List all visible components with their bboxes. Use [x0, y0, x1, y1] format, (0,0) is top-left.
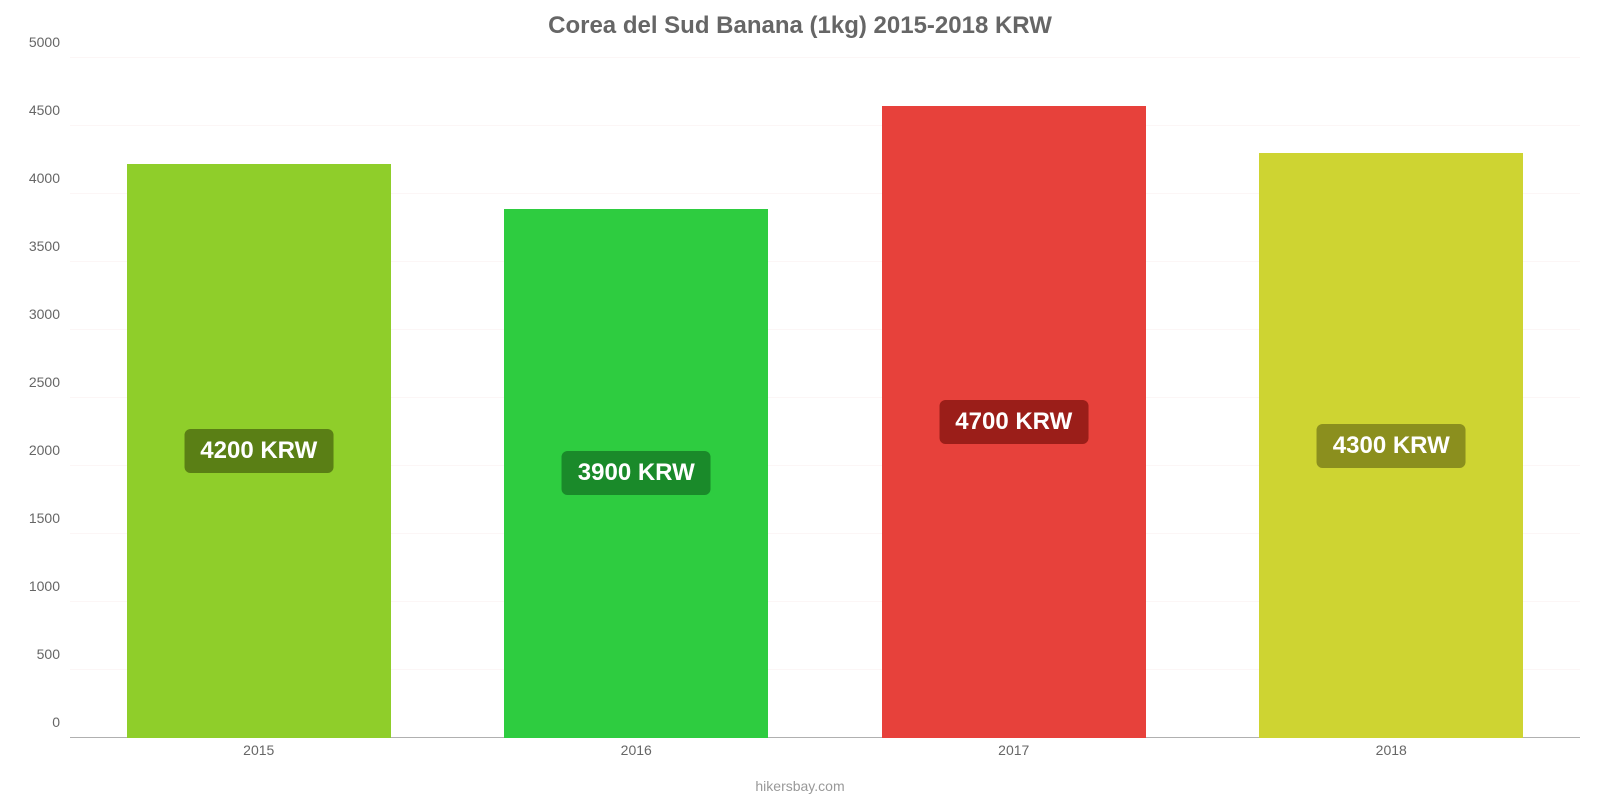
- bar-value-label: 3900 KRW: [562, 451, 711, 495]
- bar-chart: Corea del Sud Banana (1kg) 2015-2018 KRW…: [0, 0, 1600, 800]
- bars-layer: 4200 KRW 3900 KRW 4700 KRW 4300 KRW: [70, 58, 1580, 738]
- y-tick-label: 5000: [29, 34, 70, 50]
- bar: 3900 KRW: [504, 209, 768, 738]
- y-tick-label: 3500: [29, 238, 70, 254]
- y-tick-label: 2000: [29, 442, 70, 458]
- bar: 4200 KRW: [127, 164, 391, 738]
- chart-title: Corea del Sud Banana (1kg) 2015-2018 KRW: [0, 12, 1600, 40]
- x-tick-label: 2017: [998, 742, 1029, 758]
- bar: 4300 KRW: [1259, 153, 1523, 738]
- y-tick-label: 2500: [29, 374, 70, 390]
- credit-text: hikersbay.com: [0, 778, 1600, 794]
- plot-area: 0500100015002000250030003500400045005000…: [70, 58, 1580, 738]
- bar-value-label: 4700 KRW: [939, 400, 1088, 444]
- y-tick-label: 1000: [29, 578, 70, 594]
- y-tick-label: 500: [37, 646, 70, 662]
- y-tick-label: 4000: [29, 170, 70, 186]
- bar: 4700 KRW: [882, 106, 1146, 738]
- y-tick-label: 0: [52, 714, 70, 730]
- y-tick-label: 1500: [29, 510, 70, 526]
- x-axis-labels: 2015 2016 2017 2018: [70, 742, 1580, 766]
- x-tick-label: 2015: [243, 742, 274, 758]
- y-tick-label: 4500: [29, 102, 70, 118]
- y-tick-label: 3000: [29, 306, 70, 322]
- bar-value-label: 4300 KRW: [1317, 424, 1466, 468]
- x-tick-label: 2016: [621, 742, 652, 758]
- bar-value-label: 4200 KRW: [184, 429, 333, 473]
- x-tick-label: 2018: [1376, 742, 1407, 758]
